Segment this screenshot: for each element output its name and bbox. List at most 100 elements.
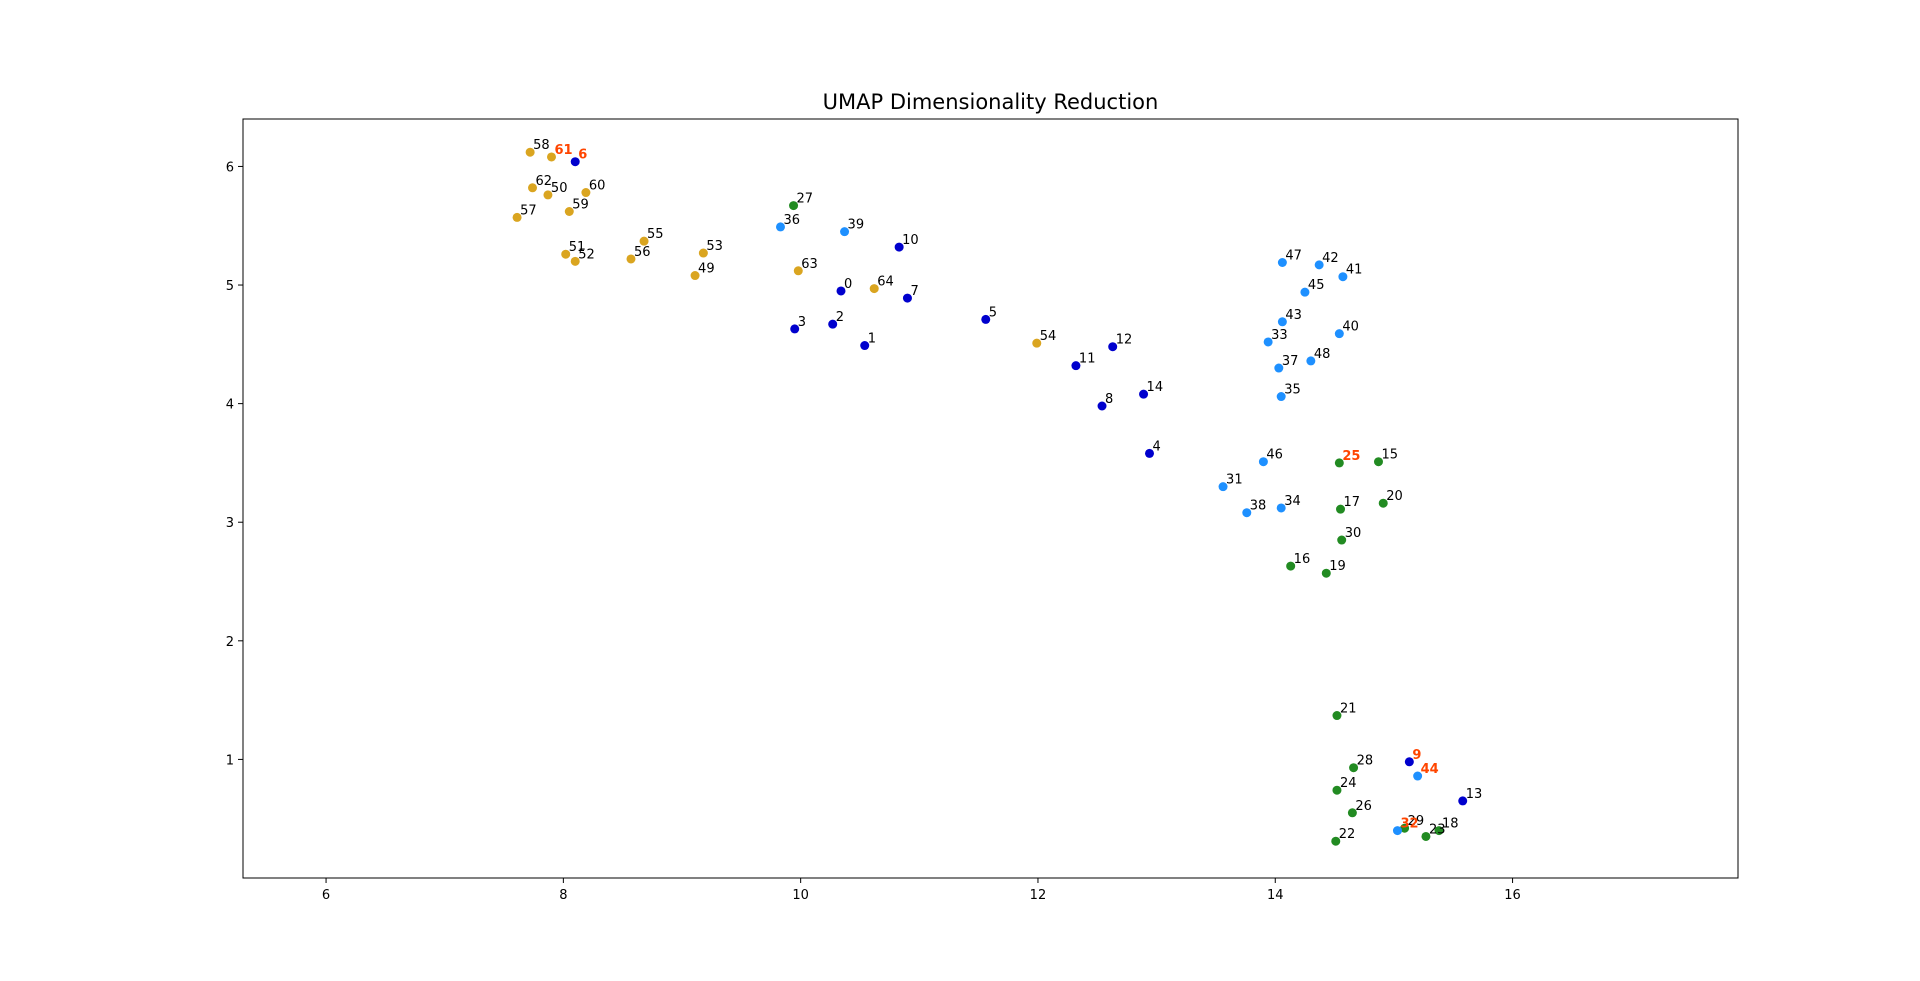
plot-frame: [242, 118, 1739, 879]
point-label: 26: [1355, 799, 1372, 814]
data-point: [1392, 826, 1402, 836]
point-label: 52: [578, 247, 595, 262]
data-point: [1404, 757, 1414, 767]
data-point: [1458, 796, 1468, 806]
y-tick-label: 5: [226, 279, 234, 294]
y-tick-label: 2: [226, 635, 234, 650]
data-point: [1332, 711, 1342, 721]
data-point: [1421, 831, 1431, 841]
point-label: 31: [1226, 473, 1243, 488]
data-point: [581, 188, 591, 198]
point-label: 40: [1342, 320, 1359, 335]
point-label: 38: [1250, 499, 1267, 514]
point-label: 64: [877, 275, 894, 290]
point-label: 58: [533, 138, 550, 153]
x-tick-label: 8: [559, 888, 567, 903]
data-point: [840, 227, 850, 237]
data-point: [698, 248, 708, 258]
x-tick-label: 10: [792, 888, 809, 903]
data-point: [836, 286, 846, 296]
point-label: 12: [1116, 333, 1133, 348]
point-label: 21: [1340, 702, 1357, 717]
data-point: [1306, 356, 1316, 366]
point-label: 50: [551, 181, 568, 196]
point-label: 18: [1442, 817, 1459, 832]
point-label: 10: [902, 233, 919, 248]
point-label: 36: [783, 213, 800, 228]
data-point: [1144, 448, 1154, 458]
x-tick-label: 14: [1267, 888, 1284, 903]
data-point: [528, 183, 538, 193]
point-label: 22: [1339, 827, 1356, 842]
point-label: 2: [836, 310, 844, 325]
chart-title: UMAP Dimensionality Reduction: [823, 90, 1159, 114]
data-point: [789, 201, 799, 211]
point-label: 15: [1381, 448, 1398, 463]
data-point: [1321, 568, 1331, 578]
point-label: 6: [578, 148, 587, 163]
point-label: 23: [1429, 822, 1446, 837]
point-label: 61: [554, 143, 572, 158]
point-label: 24: [1340, 776, 1357, 791]
data-point: [1338, 272, 1348, 282]
data-point: [1276, 392, 1286, 402]
point-label: 5: [989, 305, 997, 320]
point-label: 48: [1314, 347, 1331, 362]
data-point: [1108, 342, 1118, 352]
data-point: [894, 242, 904, 252]
data-point: [1373, 457, 1383, 467]
data-point: [1274, 363, 1284, 373]
point-label: 11: [1079, 352, 1096, 367]
y-tick-label: 6: [226, 160, 234, 175]
data-point: [1334, 458, 1344, 468]
point-label: 44: [1421, 762, 1439, 777]
point-label: 14: [1147, 380, 1164, 395]
x-tick-label: 16: [1504, 888, 1521, 903]
data-point: [1332, 785, 1342, 795]
data-point: [1277, 317, 1287, 327]
point-label: 16: [1294, 552, 1311, 567]
x-tick-label: 12: [1030, 888, 1047, 903]
data-point: [1300, 287, 1310, 297]
data-point: [793, 266, 803, 276]
data-point: [525, 147, 535, 157]
data-point: [570, 256, 580, 266]
point-label: 7: [910, 284, 918, 299]
data-point: [1336, 504, 1346, 514]
data-point: [1277, 257, 1287, 267]
data-point: [570, 157, 580, 167]
data-point: [543, 190, 553, 200]
point-label: 8: [1105, 392, 1113, 407]
data-point: [860, 341, 870, 351]
point-label: 49: [698, 262, 715, 277]
data-point: [639, 236, 649, 246]
point-label: 32: [1400, 817, 1418, 832]
point-label: 54: [1040, 329, 1057, 344]
point-label: 39: [848, 218, 865, 233]
point-label: 53: [706, 239, 723, 254]
data-points: [512, 147, 1468, 846]
data-point: [1413, 771, 1423, 781]
point-label: 37: [1282, 354, 1299, 369]
point-label: 46: [1266, 448, 1283, 463]
point-label: 43: [1285, 308, 1302, 323]
data-point: [1258, 457, 1268, 467]
data-point: [512, 212, 522, 222]
data-point: [869, 284, 879, 294]
data-point: [1349, 763, 1359, 773]
point-label: 63: [801, 257, 818, 272]
point-label: 28: [1357, 754, 1374, 769]
data-point: [626, 254, 636, 264]
point-label: 27: [797, 192, 814, 207]
point-label: 33: [1271, 328, 1288, 343]
point-label: 13: [1466, 787, 1483, 802]
point-label: 30: [1345, 526, 1362, 541]
data-point: [1347, 808, 1357, 818]
data-point: [1400, 823, 1410, 833]
y-tick-label: 1: [226, 753, 234, 768]
point-label: 29: [1408, 814, 1425, 829]
point-label: 4: [1152, 439, 1160, 454]
point-label: 19: [1329, 559, 1346, 574]
